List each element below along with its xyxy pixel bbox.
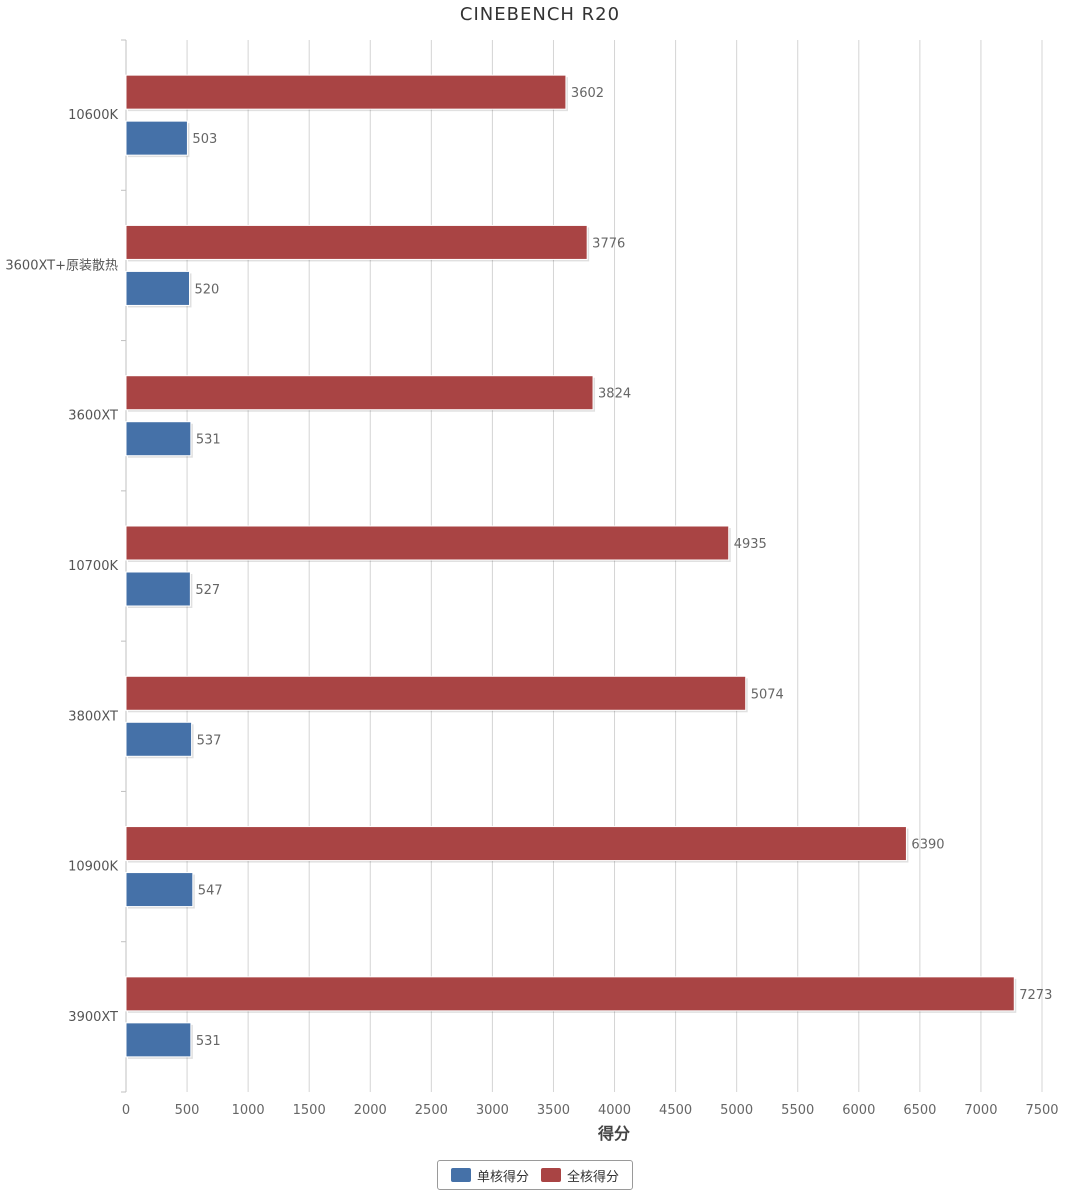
legend-swatch-multi — [541, 1168, 561, 1182]
x-tick-label: 5500 — [781, 1103, 814, 1118]
bar-singlecore — [125, 872, 194, 908]
bar-multicore — [125, 224, 588, 260]
data-label: 503 — [192, 132, 217, 147]
data-label: 527 — [195, 583, 220, 598]
legend-label-single: 单核得分 — [476, 1169, 529, 1185]
bar-singlecore — [125, 1022, 192, 1058]
category-label: 10600K — [68, 108, 118, 123]
x-tick-label: 2500 — [415, 1103, 448, 1118]
bar-singlecore — [125, 721, 193, 757]
category-label: 3800XT — [68, 709, 118, 724]
data-label: 3602 — [571, 86, 604, 101]
x-tick-label: 2000 — [354, 1103, 387, 1118]
category-label: 10900K — [68, 860, 118, 875]
x-tick-label: 7000 — [964, 1103, 997, 1118]
category-label: 3900XT — [68, 1010, 118, 1025]
bar-singlecore — [125, 421, 192, 457]
bar-multicore — [125, 675, 747, 711]
chart-title: CINEBENCH R20 — [459, 4, 621, 25]
data-label: 547 — [198, 884, 223, 899]
data-label: 3824 — [598, 387, 631, 402]
bar-singlecore — [125, 120, 188, 156]
bar-singlecore — [125, 571, 191, 607]
category-label: 3600XT — [68, 409, 118, 424]
x-tick-label: 500 — [175, 1103, 200, 1118]
x-tick-label: 6500 — [903, 1103, 936, 1118]
x-tick-label: 5000 — [720, 1103, 753, 1118]
x-axis-title: 得分 — [597, 1124, 630, 1143]
data-label: 537 — [197, 733, 222, 748]
x-tick-label: 6000 — [842, 1103, 875, 1118]
category-label: 3600XT+原装散热 — [5, 258, 118, 273]
data-label: 5074 — [751, 687, 784, 702]
data-label: 3776 — [592, 236, 625, 251]
legend-item-multi[interactable]: 全核得分 — [541, 1166, 619, 1185]
x-tick-label: 3500 — [537, 1103, 570, 1118]
x-tick-label: 1000 — [232, 1103, 265, 1118]
x-tick-label: 3000 — [476, 1103, 509, 1118]
x-tick-label: 4000 — [598, 1103, 631, 1118]
data-label: 4935 — [734, 537, 767, 552]
data-label: 7273 — [1019, 988, 1052, 1003]
x-tick-label: 1500 — [293, 1103, 326, 1118]
bar-multicore — [125, 976, 1015, 1012]
bar-multicore — [125, 826, 907, 862]
x-tick-label: 7500 — [1025, 1103, 1058, 1118]
bar-multicore — [125, 375, 594, 411]
x-tick-label: 4500 — [659, 1103, 692, 1118]
bar-singlecore — [125, 270, 191, 306]
data-label: 531 — [196, 433, 221, 448]
legend-swatch-single — [450, 1168, 471, 1182]
legend[interactable]: 单核得分 全核得分 — [437, 1160, 633, 1190]
bar-multicore — [125, 525, 730, 561]
category-label: 10700K — [68, 559, 118, 574]
legend-label-multi: 全核得分 — [567, 1169, 620, 1185]
bar-multicore — [125, 74, 567, 110]
data-label: 520 — [195, 282, 220, 297]
data-label: 6390 — [911, 838, 944, 853]
legend-item-single[interactable]: 单核得分 — [450, 1166, 529, 1185]
data-label: 531 — [196, 1034, 221, 1049]
x-tick-label: 0 — [122, 1103, 130, 1118]
